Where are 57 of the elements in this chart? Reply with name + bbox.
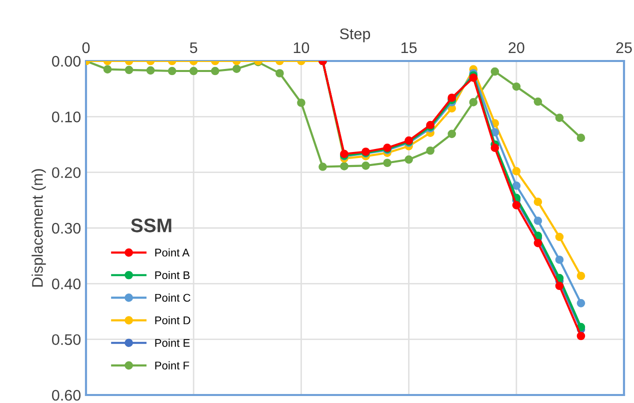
x-tick-label: 5 [190, 42, 198, 54]
point [276, 69, 284, 78]
point [426, 146, 434, 155]
point [512, 167, 521, 176]
point [534, 216, 542, 225]
y-tick-label: 0.50 [52, 334, 81, 346]
x-tick-label: 25 [616, 42, 632, 54]
legend-title: SSM [130, 218, 172, 232]
point [576, 298, 586, 308]
point [340, 162, 348, 170]
point [576, 272, 586, 280]
y-tick-label: 0.30 [52, 222, 81, 234]
point [576, 332, 586, 340]
x-tick-label: 20 [508, 42, 524, 54]
point [103, 65, 112, 74]
y-tick-label: 0.00 [52, 56, 81, 67]
point [555, 232, 564, 242]
x-tick-label: 15 [401, 42, 417, 54]
point [534, 198, 542, 206]
legend-label: Point B [155, 270, 190, 280]
point [383, 158, 392, 168]
point [318, 162, 327, 171]
point [168, 66, 176, 76]
legend-label: Point E [155, 338, 190, 347]
y-tick-label: 0.60 [52, 390, 81, 401]
point [362, 161, 370, 170]
point [512, 82, 521, 91]
point [555, 282, 564, 290]
x-axis-title: Step [340, 28, 370, 42]
point [555, 256, 564, 264]
legend-label: Point C [155, 294, 190, 302]
point [469, 98, 478, 106]
point [232, 64, 241, 73]
legend-label: Point A [155, 248, 190, 257]
point [534, 238, 542, 248]
point [404, 155, 413, 164]
legend-label: Point F [155, 361, 190, 370]
legend-label: Point D [155, 316, 190, 324]
point [576, 134, 586, 142]
point [512, 201, 521, 210]
point [490, 144, 500, 152]
point [189, 66, 198, 76]
point [448, 130, 456, 138]
point [490, 67, 500, 76]
point [534, 97, 542, 106]
point [512, 182, 521, 190]
point [146, 66, 155, 75]
x-tick-label: 0 [82, 42, 90, 54]
y-tick-label: 0.20 [52, 167, 81, 178]
x-tick-label: 10 [294, 42, 310, 54]
y-axis-title: Displacement (m) [32, 169, 46, 287]
point [124, 66, 134, 74]
point [210, 66, 220, 76]
point [555, 114, 564, 122]
y-tick-label: 0.40 [52, 278, 81, 290]
y-tick-label: 0.10 [52, 112, 81, 122]
point [297, 98, 306, 107]
